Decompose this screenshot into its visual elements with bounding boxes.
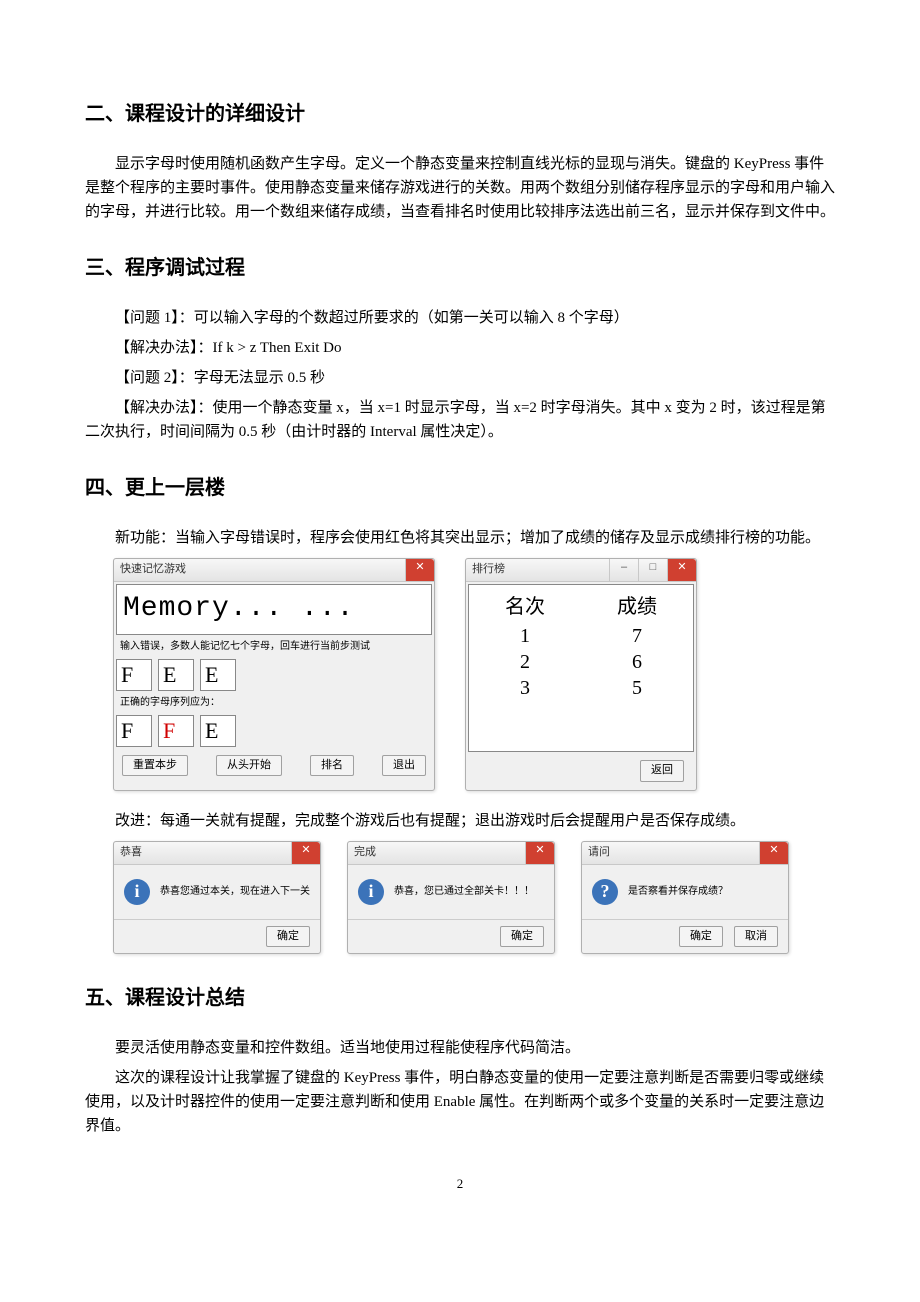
dialog-ask-title: 请问 [588, 844, 610, 862]
back-button[interactable]: 返回 [640, 760, 684, 782]
rank-row-1: 1 7 [469, 623, 693, 649]
rank-cell: 2 [520, 649, 530, 675]
info-icon: i [358, 879, 384, 905]
rank-cell: 5 [632, 675, 642, 701]
rank-titlebar: 排行榜 [466, 559, 696, 582]
dialog-ask-msg: 是否察看并保存成绩？ [628, 884, 728, 900]
dialog-done-msg: 恭喜，您已通过全部关卡！！！ [394, 884, 534, 900]
input-letter-row: F E E [114, 657, 434, 693]
dialog-ask: 请问 ? 是否察看并保存成绩？ 确定 取消 [581, 841, 789, 955]
close-icon[interactable] [525, 842, 554, 864]
maximize-icon[interactable] [638, 559, 667, 581]
section-4-para-1: 新功能：当输入字母错误时，程序会使用红色将其突出显示；增加了成绩的储存及显示成绩… [85, 526, 835, 550]
rank-button[interactable]: 排名 [310, 755, 354, 777]
section-2-heading: 二、课程设计的详细设计 [85, 98, 835, 130]
rank-col-2: 成绩 [617, 591, 657, 623]
input-letter-1[interactable]: F [116, 659, 152, 691]
input-letter-3[interactable]: E [200, 659, 236, 691]
minimize-icon[interactable] [609, 559, 638, 581]
rank-window: 排行榜 名次 成绩 1 7 2 6 3 5 [465, 558, 697, 791]
dialog-done-title: 完成 [354, 844, 376, 862]
section-5-para-1: 要灵活使用静态变量和控件数组。适当地使用过程能使程序代码简洁。 [85, 1036, 835, 1060]
dialog-done: 完成 i 恭喜，您已通过全部关卡！！！ 确定 [347, 841, 555, 955]
close-icon[interactable] [405, 559, 434, 581]
rank-row-3: 3 5 [469, 675, 693, 701]
section-3-q1: 【问题 1】：可以输入字母的个数超过所要求的（如第一关可以输入 8 个字母） [85, 306, 835, 330]
memory-titlebar: 快速记忆游戏 [114, 559, 434, 582]
page-number: 2 [85, 1174, 835, 1195]
section-4-para-2: 改进：每通一关就有提醒，完成整个游戏后也有提醒；退出游戏时后会提醒用户是否保存成… [85, 809, 835, 833]
correct-letter-2: F [158, 715, 194, 747]
rank-cell: 1 [520, 623, 530, 649]
exit-button[interactable]: 退出 [382, 755, 426, 777]
dialog-pass-title: 恭喜 [120, 844, 142, 862]
memory-window: 快速记忆游戏 Memory... ... 输入错误，多数人能记忆七个字母，回车进… [113, 558, 435, 791]
section-3-heading: 三、程序调试过程 [85, 252, 835, 284]
question-icon: ? [592, 879, 618, 905]
rank-title: 排行榜 [472, 561, 505, 579]
memory-hint-label: 输入错误，多数人能记忆七个字母，回车进行当前步测试 [114, 637, 434, 657]
close-icon[interactable] [759, 842, 788, 864]
section-5-heading: 五、课程设计总结 [85, 982, 835, 1014]
dialog-pass-msg: 恭喜您通过本关，现在进入下一关 [160, 884, 310, 900]
memory-title: 快速记忆游戏 [120, 561, 186, 579]
close-icon[interactable] [291, 842, 320, 864]
info-icon: i [124, 879, 150, 905]
correct-letter-3: E [200, 715, 236, 747]
reset-step-button[interactable]: 重置本步 [122, 755, 188, 777]
memory-display: Memory... ... [116, 584, 432, 635]
section-3-q2: 【问题 2】：字母无法显示 0.5 秒 [85, 366, 835, 390]
section-2-para-1: 显示字母时使用随机函数产生字母。定义一个静态变量来控制直线光标的显现与消失。键盘… [85, 152, 835, 224]
input-letter-2[interactable]: E [158, 659, 194, 691]
cancel-button[interactable]: 取消 [734, 926, 778, 948]
correct-letter-row: F F E [114, 713, 434, 749]
section-5-para-2: 这次的课程设计让我掌握了键盘的 KeyPress 事件，明白静态变量的使用一定要… [85, 1066, 835, 1138]
dialog-pass: 恭喜 i 恭喜您通过本关，现在进入下一关 确定 [113, 841, 321, 955]
ok-button[interactable]: 确定 [679, 926, 723, 948]
rank-row-2: 2 6 [469, 649, 693, 675]
memory-answer-label: 正确的字母序列应为： [114, 693, 434, 713]
close-icon[interactable] [667, 559, 696, 581]
correct-letter-1: F [116, 715, 152, 747]
rank-col-1: 名次 [505, 591, 545, 623]
section-4-heading: 四、更上一层楼 [85, 472, 835, 504]
restart-button[interactable]: 从头开始 [216, 755, 282, 777]
ok-button[interactable]: 确定 [266, 926, 310, 948]
section-3-a2: 【解决办法】：使用一个静态变量 x，当 x=1 时显示字母，当 x=2 时字母消… [85, 396, 835, 444]
section-3-a1: 【解决办法】：If k > z Then Exit Do [85, 336, 835, 360]
rank-cell: 6 [632, 649, 642, 675]
rank-cell: 3 [520, 675, 530, 701]
ok-button[interactable]: 确定 [500, 926, 544, 948]
rank-cell: 7 [632, 623, 642, 649]
